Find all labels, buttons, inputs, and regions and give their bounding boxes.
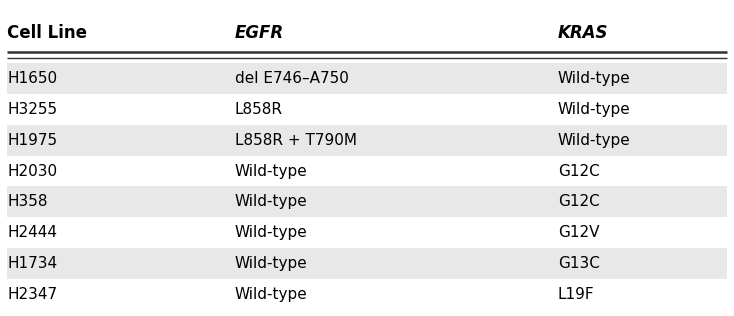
Text: del E746–A750: del E746–A750: [235, 71, 349, 86]
Text: EGFR: EGFR: [235, 24, 284, 42]
Text: H1975: H1975: [7, 133, 57, 148]
Text: KRAS: KRAS: [558, 24, 608, 42]
Text: G13C: G13C: [558, 256, 600, 271]
Bar: [7, 63, 727, 94]
Text: Wild-type: Wild-type: [235, 287, 308, 302]
Text: Wild-type: Wild-type: [235, 256, 308, 271]
Text: Wild-type: Wild-type: [558, 102, 631, 117]
Text: Wild-type: Wild-type: [558, 71, 631, 86]
Text: L858R: L858R: [235, 102, 283, 117]
Text: G12C: G12C: [558, 164, 600, 179]
Text: Wild-type: Wild-type: [235, 194, 308, 209]
Text: Wild-type: Wild-type: [235, 164, 308, 179]
Text: G12C: G12C: [558, 194, 600, 209]
Text: H1734: H1734: [7, 256, 57, 271]
Text: H2444: H2444: [7, 225, 57, 240]
Bar: [7, 186, 727, 217]
Bar: [7, 125, 727, 156]
Text: H3255: H3255: [7, 102, 57, 117]
Text: H1650: H1650: [7, 71, 57, 86]
Text: L19F: L19F: [558, 287, 595, 302]
Text: Cell Line: Cell Line: [7, 24, 87, 42]
Text: H358: H358: [7, 194, 48, 209]
Text: H2030: H2030: [7, 164, 57, 179]
Text: G12V: G12V: [558, 225, 600, 240]
Bar: [7, 248, 727, 279]
Text: Wild-type: Wild-type: [558, 133, 631, 148]
Text: L858R + T790M: L858R + T790M: [235, 133, 357, 148]
Text: H2347: H2347: [7, 287, 57, 302]
Text: Wild-type: Wild-type: [235, 225, 308, 240]
